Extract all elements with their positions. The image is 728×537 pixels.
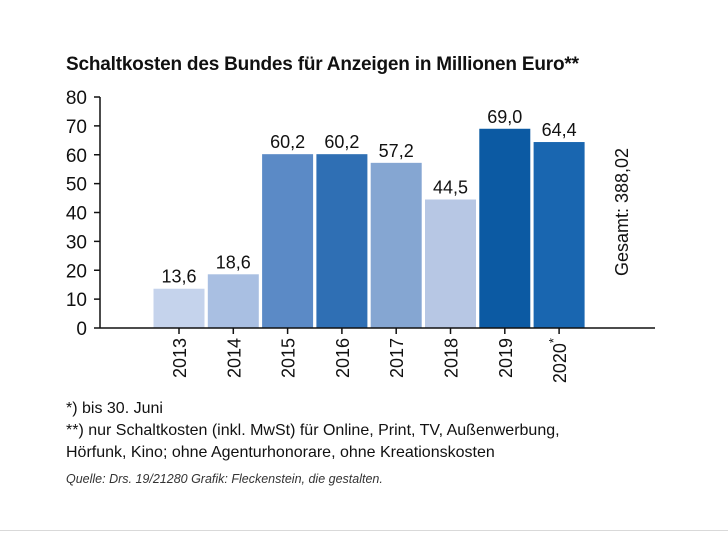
x-tick-label: 2020* (546, 338, 570, 383)
y-tick-label: 50 (66, 175, 87, 196)
y-axis: 0 10 20 30 40 50 60 70 80 (66, 88, 101, 340)
y-tick-label: 80 (66, 88, 87, 109)
x-tick-label: 2015 (279, 338, 299, 378)
x-tick-label: 2016 (333, 338, 353, 378)
y-tick-label: 60 (66, 146, 87, 167)
bar-2016 (316, 154, 368, 328)
bars: 13,6 18,6 60,2 60,2 57,2 44,5 69,0 64,4 (153, 107, 585, 328)
bar-2013 (153, 288, 205, 328)
y-tick-label: 20 (66, 261, 87, 282)
value-label: 44,5 (433, 178, 468, 198)
bar-2015 (262, 154, 314, 328)
x-tick-label: 2019 (496, 338, 516, 378)
x-tick-label: 2018 (442, 338, 462, 378)
bar-chart: 0 10 20 30 40 50 60 70 80 13,6 18,6 60,2 60,2 57,2 44… (66, 88, 655, 383)
y-tick-label: 70 (66, 117, 87, 138)
y-tick-label: 30 (66, 232, 87, 253)
value-label: 57,2 (379, 141, 414, 161)
total-annotation: Gesamt: 388,02 (612, 148, 632, 276)
bar-2018 (425, 199, 476, 328)
x-tick-label: 2013 (170, 338, 190, 378)
footnote-marker: * (546, 338, 561, 343)
x-tick-label: 2017 (387, 338, 407, 378)
y-tick-label: 40 (66, 204, 87, 225)
footnote-3: Hörfunk, Kino; ohne Agenturhonorare, ohn… (66, 444, 495, 461)
bar-2014 (207, 274, 259, 328)
bar-2020 (533, 142, 585, 328)
chart-title: Schaltkosten des Bundes für Anzeigen in … (66, 54, 579, 75)
value-label: 18,6 (216, 252, 251, 272)
value-label: 69,0 (487, 107, 522, 127)
y-tick-label: 0 (76, 319, 87, 340)
bar-2017 (370, 162, 422, 328)
value-label: 64,4 (542, 120, 577, 140)
y-tick-label: 10 (66, 290, 87, 311)
footnote-1: *) bis 30. Juni (66, 400, 163, 417)
footnotes: *) bis 30. Juni **) nur Schaltkosten (in… (66, 398, 560, 464)
x-axis: 2013 2014 2015 2016 2017 2018 2019 2020* (100, 327, 655, 383)
source-note: Quelle: Drs. 19/21280 Grafik: Fleckenste… (66, 472, 383, 486)
value-label: 60,2 (324, 132, 359, 152)
footnote-2: **) nur Schaltkosten (inkl. MwSt) für On… (66, 422, 560, 439)
value-label: 13,6 (161, 267, 196, 287)
x-tick-label: 2014 (224, 338, 244, 378)
value-label: 60,2 (270, 132, 305, 152)
bar-2019 (479, 128, 531, 328)
divider (0, 530, 728, 531)
